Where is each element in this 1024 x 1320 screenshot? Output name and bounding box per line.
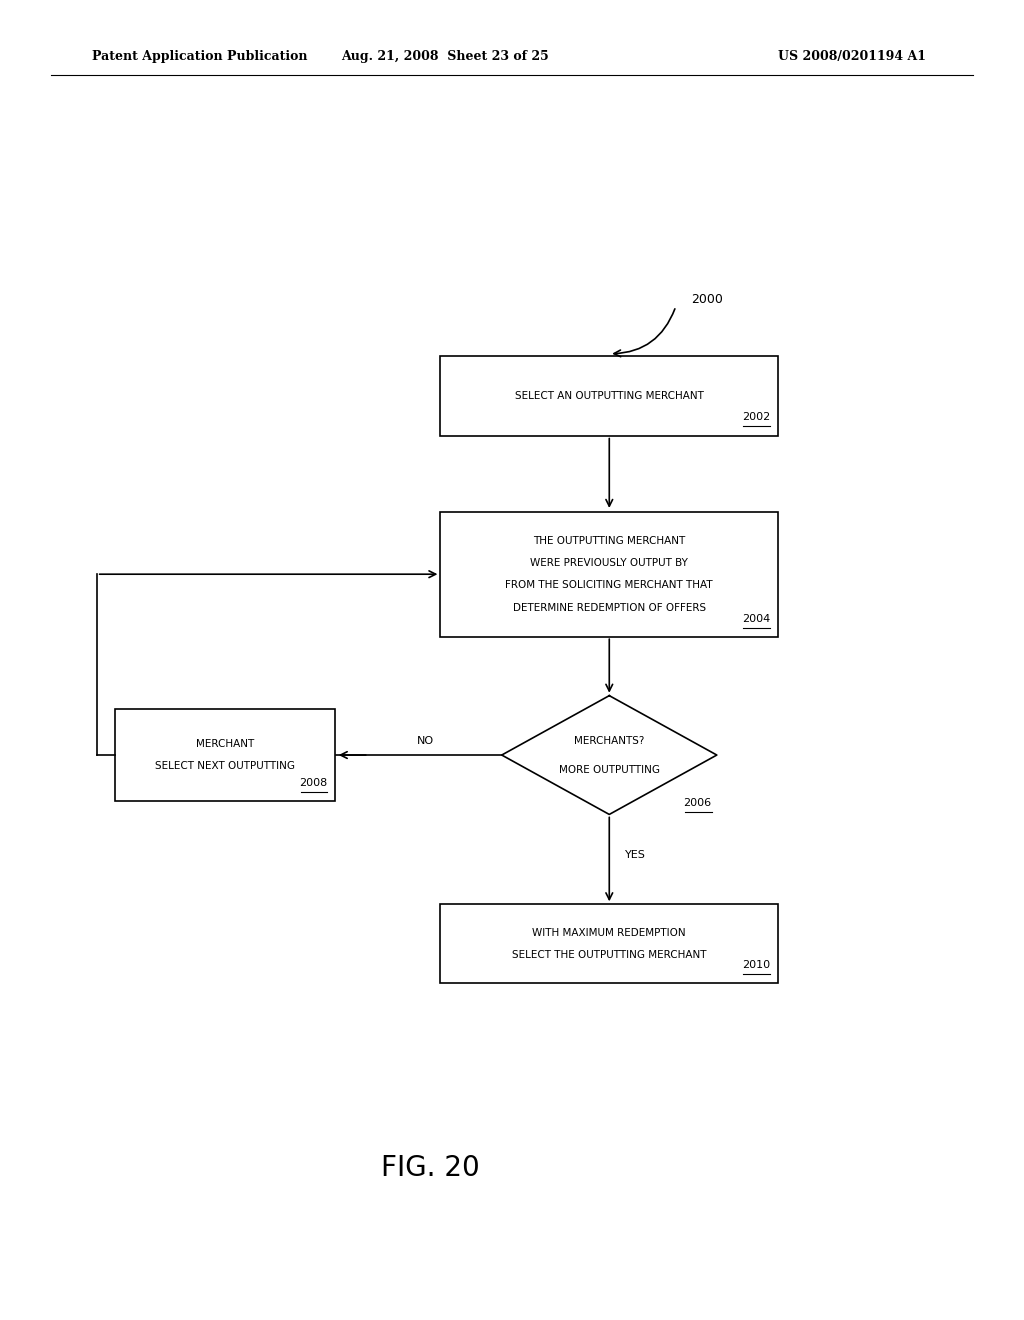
Text: FROM THE SOLICITING MERCHANT THAT: FROM THE SOLICITING MERCHANT THAT [506,581,713,590]
Text: FIG. 20: FIG. 20 [381,1154,479,1183]
Text: NO: NO [417,735,433,746]
FancyArrowPatch shape [614,309,675,356]
Text: 2010: 2010 [742,960,770,970]
Text: SELECT THE OUTPUTTING MERCHANT: SELECT THE OUTPUTTING MERCHANT [512,950,707,960]
Text: MORE OUTPUTTING: MORE OUTPUTTING [559,764,659,775]
Text: 2000: 2000 [691,293,723,306]
Text: YES: YES [625,850,645,861]
Text: 2008: 2008 [299,777,328,788]
Text: 2006: 2006 [684,797,712,808]
Text: US 2008/0201194 A1: US 2008/0201194 A1 [778,50,927,63]
FancyBboxPatch shape [440,356,778,436]
Text: DETERMINE REDEMPTION OF OFFERS: DETERMINE REDEMPTION OF OFFERS [513,603,706,612]
Text: SELECT NEXT OUTPUTTING: SELECT NEXT OUTPUTTING [156,762,295,771]
FancyBboxPatch shape [440,904,778,983]
Text: MERCHANTS?: MERCHANTS? [574,735,644,746]
FancyBboxPatch shape [115,709,336,801]
FancyBboxPatch shape [440,512,778,638]
Text: 2004: 2004 [741,614,770,624]
Text: MERCHANT: MERCHANT [197,739,254,748]
Polygon shape [502,696,717,814]
Text: 2002: 2002 [741,412,770,422]
Text: THE OUTPUTTING MERCHANT: THE OUTPUTTING MERCHANT [534,536,685,545]
Text: WERE PREVIOUSLY OUTPUT BY: WERE PREVIOUSLY OUTPUT BY [530,558,688,568]
Text: SELECT AN OUTPUTTING MERCHANT: SELECT AN OUTPUTTING MERCHANT [515,391,703,401]
Text: Patent Application Publication: Patent Application Publication [92,50,307,63]
Text: WITH MAXIMUM REDEMPTION: WITH MAXIMUM REDEMPTION [532,928,686,937]
Text: Aug. 21, 2008  Sheet 23 of 25: Aug. 21, 2008 Sheet 23 of 25 [342,50,549,63]
